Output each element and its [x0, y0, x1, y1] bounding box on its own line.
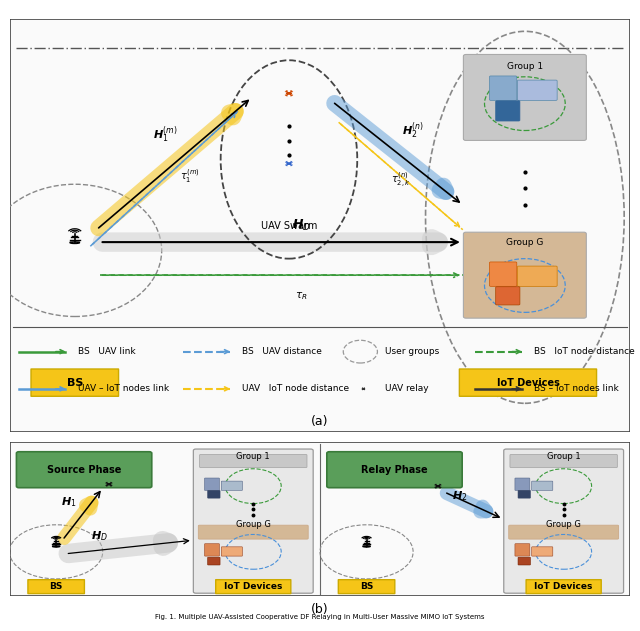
Text: IoT Devices: IoT Devices — [497, 377, 559, 387]
FancyBboxPatch shape — [10, 442, 630, 596]
FancyBboxPatch shape — [504, 449, 623, 593]
Text: $\boldsymbol{H}_2^{(n)}$: $\boldsymbol{H}_2^{(n)}$ — [403, 120, 424, 141]
Ellipse shape — [435, 487, 436, 488]
Text: BS   UAV link: BS UAV link — [78, 347, 136, 356]
Text: $\boldsymbol{H}_1$: $\boldsymbol{H}_1$ — [61, 495, 76, 509]
Text: UAV Swarm: UAV Swarm — [260, 221, 317, 230]
Ellipse shape — [440, 487, 442, 488]
FancyBboxPatch shape — [496, 101, 520, 121]
FancyBboxPatch shape — [510, 454, 618, 468]
FancyBboxPatch shape — [200, 454, 307, 468]
Text: BS   UAV distance: BS UAV distance — [243, 347, 323, 356]
FancyBboxPatch shape — [193, 449, 313, 593]
Text: Group G: Group G — [236, 521, 271, 529]
Ellipse shape — [287, 163, 291, 164]
FancyBboxPatch shape — [463, 54, 586, 141]
FancyBboxPatch shape — [490, 262, 516, 286]
Text: Relay Phase: Relay Phase — [361, 464, 428, 475]
Ellipse shape — [436, 486, 440, 487]
Text: Group G: Group G — [546, 521, 581, 529]
FancyBboxPatch shape — [10, 19, 630, 432]
FancyBboxPatch shape — [463, 232, 586, 318]
FancyBboxPatch shape — [17, 452, 152, 488]
FancyBboxPatch shape — [205, 544, 220, 556]
FancyBboxPatch shape — [509, 525, 619, 539]
FancyBboxPatch shape — [31, 369, 118, 396]
Text: BS: BS — [49, 582, 63, 591]
Text: $\tau_1^{(m)}$: $\tau_1^{(m)}$ — [180, 167, 200, 185]
Text: BS – IoT nodes link: BS – IoT nodes link — [534, 384, 619, 393]
Ellipse shape — [286, 93, 292, 94]
FancyBboxPatch shape — [207, 490, 220, 498]
Ellipse shape — [285, 91, 287, 92]
Text: $\boldsymbol{H}_D$: $\boldsymbol{H}_D$ — [91, 529, 108, 543]
Text: BS   IoT node distance: BS IoT node distance — [534, 347, 635, 356]
FancyBboxPatch shape — [517, 80, 557, 100]
Ellipse shape — [291, 95, 292, 96]
Text: $\boldsymbol{H}_2$: $\boldsymbol{H}_2$ — [452, 490, 467, 504]
FancyBboxPatch shape — [28, 580, 84, 594]
Ellipse shape — [440, 484, 442, 485]
FancyBboxPatch shape — [532, 481, 553, 490]
FancyBboxPatch shape — [490, 76, 516, 100]
Text: Source Phase: Source Phase — [47, 464, 122, 475]
Text: Group 1: Group 1 — [236, 452, 270, 461]
Text: IoT Devices: IoT Devices — [224, 582, 282, 591]
FancyBboxPatch shape — [526, 580, 601, 594]
FancyBboxPatch shape — [216, 580, 291, 594]
Text: IoT Devices: IoT Devices — [534, 582, 593, 591]
Ellipse shape — [285, 165, 287, 166]
FancyBboxPatch shape — [496, 286, 520, 305]
FancyBboxPatch shape — [327, 452, 462, 488]
Text: $\boldsymbol{H}_D$: $\boldsymbol{H}_D$ — [292, 218, 311, 233]
FancyBboxPatch shape — [518, 557, 531, 565]
Text: User groups: User groups — [385, 347, 440, 356]
Text: UAV   IoT node distance: UAV IoT node distance — [243, 384, 349, 393]
Text: $\tau_{2,k}^{(n)}$: $\tau_{2,k}^{(n)}$ — [391, 170, 411, 190]
FancyBboxPatch shape — [339, 580, 395, 594]
Text: Fig. 1. Multiple UAV-Assisted Cooperative DF Relaying in Multi-User Massive MIMO: Fig. 1. Multiple UAV-Assisted Cooperativ… — [156, 614, 484, 620]
FancyBboxPatch shape — [198, 525, 308, 539]
Text: $\tau_R$: $\tau_R$ — [295, 290, 308, 302]
Text: UAV – IoT nodes link: UAV – IoT nodes link — [78, 384, 169, 393]
FancyBboxPatch shape — [205, 478, 220, 490]
Text: Group G: Group G — [506, 238, 543, 247]
FancyBboxPatch shape — [532, 547, 553, 556]
Ellipse shape — [435, 484, 436, 485]
FancyBboxPatch shape — [207, 557, 220, 565]
Ellipse shape — [111, 482, 112, 483]
Text: BS: BS — [67, 377, 83, 387]
FancyBboxPatch shape — [221, 481, 243, 490]
Text: BS: BS — [360, 582, 373, 591]
Ellipse shape — [106, 485, 108, 487]
FancyBboxPatch shape — [515, 478, 530, 490]
Text: UAV relay: UAV relay — [385, 384, 429, 393]
Text: Group 1: Group 1 — [507, 62, 543, 71]
Ellipse shape — [111, 485, 112, 487]
FancyBboxPatch shape — [460, 369, 596, 396]
FancyBboxPatch shape — [517, 266, 557, 286]
Ellipse shape — [106, 482, 108, 483]
Text: Group 1: Group 1 — [547, 452, 580, 461]
Ellipse shape — [107, 483, 111, 485]
FancyBboxPatch shape — [518, 490, 531, 498]
Ellipse shape — [291, 165, 292, 166]
Text: $\boldsymbol{H}_1^{(m)}$: $\boldsymbol{H}_1^{(m)}$ — [152, 124, 177, 145]
FancyBboxPatch shape — [221, 547, 243, 556]
FancyBboxPatch shape — [515, 544, 530, 556]
Text: (a): (a) — [311, 415, 329, 428]
Ellipse shape — [291, 91, 292, 92]
Text: (b): (b) — [311, 603, 329, 616]
Ellipse shape — [285, 95, 287, 96]
